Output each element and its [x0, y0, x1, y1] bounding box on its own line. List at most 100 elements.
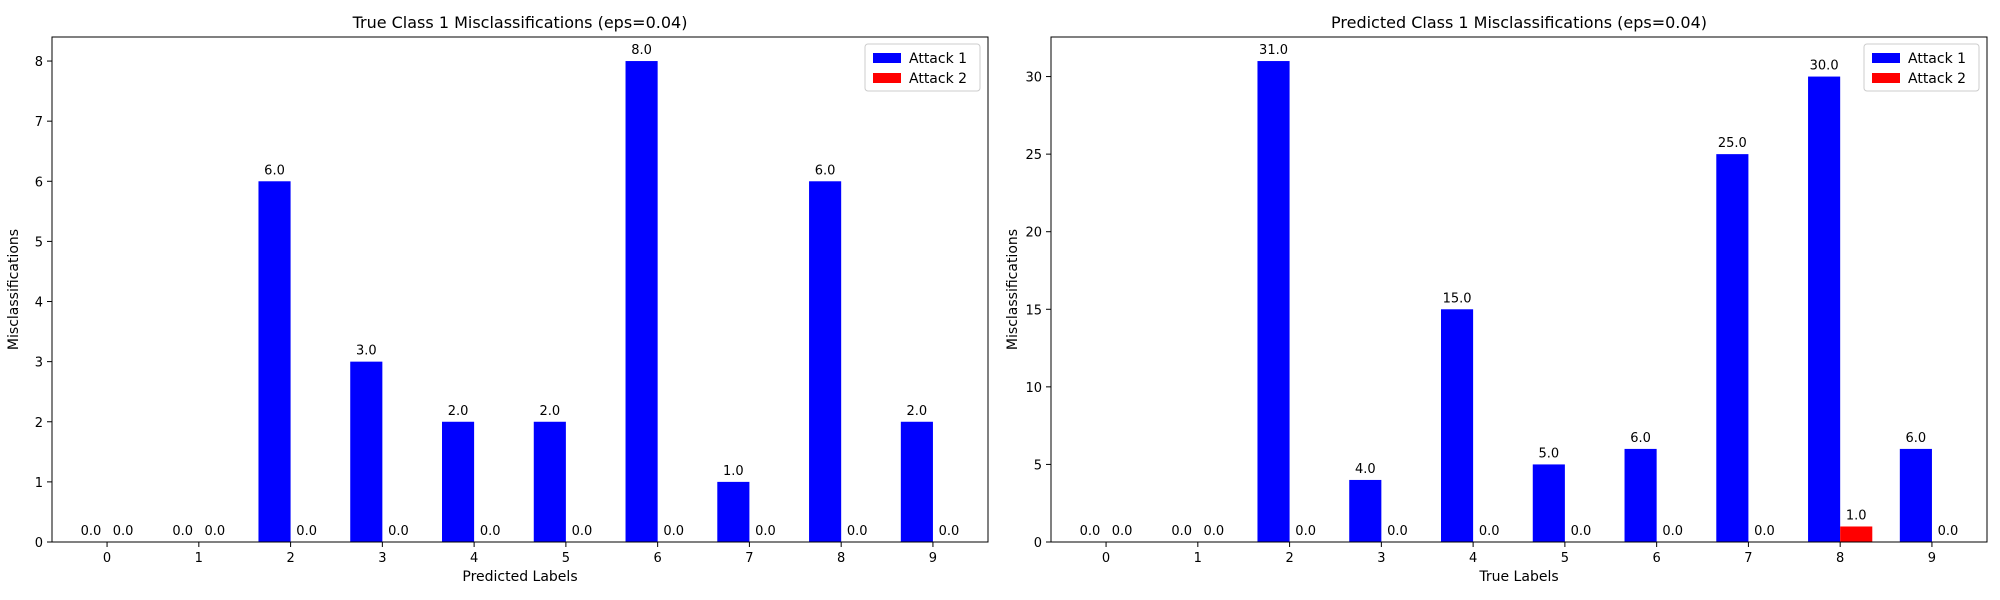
x-tick-label: 3 — [378, 551, 386, 566]
x-tick-label: 0 — [103, 551, 111, 566]
bar-attack1-9 — [900, 421, 933, 542]
bar-value-label: 31.0 — [1259, 43, 1288, 58]
y-tick-label: 8 — [35, 55, 43, 70]
x-tick-label: 7 — [1744, 551, 1752, 566]
bar-value-label: 4.0 — [1355, 462, 1376, 477]
y-tick-label: 3 — [35, 356, 43, 371]
bar-attack1-7 — [717, 481, 750, 542]
bar-attack1-6 — [625, 61, 658, 543]
y-tick-label: 0 — [1034, 536, 1042, 551]
bar-value-label: 0.0 — [480, 524, 501, 539]
bar-value-label: 30.0 — [1810, 59, 1839, 74]
bar-value-label: 0.0 — [663, 524, 684, 539]
bar-attack1-3 — [350, 361, 383, 542]
plot-frame — [1050, 36, 1988, 543]
x-tick-label: 1 — [1194, 551, 1202, 566]
bar-value-label: 0.0 — [1479, 524, 1500, 539]
bar-value-label: 2.0 — [448, 404, 469, 419]
chart-true-class-1: 0.0 0.06.03.02.0 2.08.01.06.02.00.0 0.0 0.0 0… — [6, 13, 989, 585]
bar-attack1-5 — [1532, 464, 1565, 542]
bar-value-label: 0.0 — [388, 524, 409, 539]
bar-attack1-8 — [809, 181, 842, 543]
x-tick-label: 4 — [1469, 551, 1477, 566]
bar-value-label: 0.0 — [81, 524, 102, 539]
bar-value-label: 0.0 — [1080, 524, 1101, 539]
bar-attack1-5 — [533, 421, 566, 542]
legend: Attack 1 Attack 2 — [1863, 43, 1980, 92]
bar-value-label: 3.0 — [356, 344, 377, 359]
plot-frame — [51, 36, 989, 543]
x-tick-label: 2 — [286, 551, 294, 566]
y-tick-label: 15 — [1025, 303, 1042, 318]
y-axis-label: Misclassifications — [6, 229, 22, 350]
bar-value-label: 0.0 — [1662, 524, 1683, 539]
x-tick-label: 0 — [1102, 551, 1110, 566]
bar-attack1-9 — [1899, 448, 1932, 542]
bar-value-label: 0.0 — [1754, 524, 1775, 539]
x-tick-label: 8 — [1836, 551, 1844, 566]
y-tick-label: 10 — [1025, 381, 1042, 396]
x-axis-label: True Labels — [1478, 569, 1558, 585]
bar-value-label: 15.0 — [1443, 291, 1472, 306]
y-tick-label: 4 — [35, 296, 43, 311]
x-tick-label: 6 — [654, 551, 662, 566]
y-tick-label: 25 — [1025, 148, 1042, 163]
bar-value-label: 0.0 — [1204, 524, 1225, 539]
bar-value-label: 0.0 — [296, 524, 317, 539]
y-tick-label: 2 — [35, 416, 43, 431]
legend-swatch-attack1 — [873, 53, 901, 63]
y-tick-label: 20 — [1025, 226, 1042, 241]
bar-attack1-2 — [1257, 61, 1290, 543]
y-tick-label: 5 — [35, 235, 43, 250]
x-tick-label: 2 — [1285, 551, 1293, 566]
x-tick-label: 4 — [470, 551, 478, 566]
bar-attack1-4 — [1441, 309, 1474, 542]
legend-label: Attack 1 — [909, 51, 967, 67]
bar-value-label: 8.0 — [631, 43, 652, 58]
x-tick-label: 9 — [929, 551, 937, 566]
legend-label: Attack 1 — [1908, 51, 1966, 67]
y-axis-label: Misclassifications — [1005, 229, 1021, 350]
bar-value-label: 2.0 — [539, 404, 560, 419]
legend-swatch-attack1 — [1872, 53, 1900, 63]
legend-label: Attack 2 — [909, 71, 967, 87]
bar-value-label: 0.0 — [572, 524, 593, 539]
bar-value-label: 0.0 — [1387, 524, 1408, 539]
bar-value-label: 5.0 — [1538, 446, 1559, 461]
bar-attack1-7 — [1716, 154, 1749, 542]
bar-value-label: 0.0 — [1295, 524, 1316, 539]
bar-attack1-3 — [1349, 479, 1382, 542]
bar-value-label: 1.0 — [723, 464, 744, 479]
x-axis-label: Predicted Labels — [462, 569, 577, 585]
x-tick-label: 5 — [1561, 551, 1569, 566]
bar-value-label: 2.0 — [907, 404, 928, 419]
bar-value-label: 6.0 — [1630, 431, 1651, 446]
bar-value-label: 0.0 — [847, 524, 868, 539]
y-tick-label: 30 — [1025, 71, 1042, 86]
bar-attack1-4 — [442, 421, 475, 542]
x-tick-label: 1 — [195, 551, 203, 566]
legend-label: Attack 2 — [1908, 71, 1966, 87]
bar-value-label: 0.0 — [1112, 524, 1133, 539]
chart-predicted-class-1: 0.0 0.031.04.015.05.06.025.030.06.00.0 0.0… — [1005, 13, 1988, 585]
bar-value-label: 0.0 — [205, 524, 226, 539]
y-tick-label: 1 — [35, 476, 43, 491]
bar-value-label: 25.0 — [1718, 136, 1747, 151]
chart-title: Predicted Class 1 Misclassifications (ep… — [1331, 13, 1707, 32]
x-tick-label: 9 — [1928, 551, 1936, 566]
x-tick-label: 8 — [837, 551, 845, 566]
bar-value-label: 0.0 — [1571, 524, 1592, 539]
x-tick-label: 6 — [1653, 551, 1661, 566]
bar-attack1-6 — [1624, 448, 1657, 542]
x-tick-label: 3 — [1377, 551, 1385, 566]
legend-swatch-attack2 — [1872, 73, 1900, 83]
y-tick-label: 7 — [35, 115, 43, 130]
bar-value-label: 1.0 — [1846, 508, 1867, 523]
bar-value-label: 0.0 — [755, 524, 776, 539]
bar-value-label: 0.0 — [1938, 524, 1959, 539]
bar-value-label: 0.0 — [1171, 524, 1192, 539]
bar-value-label: 6.0 — [264, 163, 285, 178]
y-tick-label: 5 — [1034, 458, 1042, 473]
x-tick-label: 5 — [562, 551, 570, 566]
